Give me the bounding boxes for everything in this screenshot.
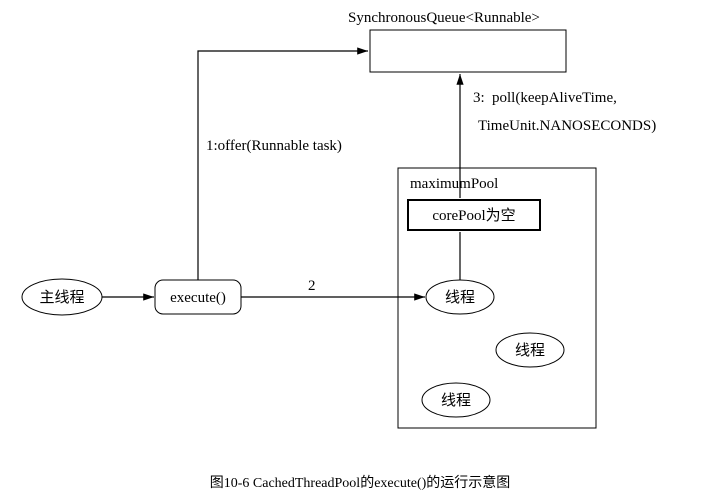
thread2-label: 线程	[515, 342, 545, 359]
edge-label: poll(keepAliveTime,	[492, 90, 617, 106]
edge-label: 3:	[473, 90, 485, 106]
edge-label: 2	[308, 278, 316, 294]
main_thread-label: 主线程	[39, 289, 84, 306]
thread3-label: 线程	[441, 392, 471, 409]
pool_label: maximumPool	[410, 176, 498, 192]
edge-execute-queue	[198, 51, 368, 280]
queue_title: SynchronousQueue<Runnable>	[348, 10, 540, 26]
diagram-canvas: SynchronousQueue<Runnable> 主线程 execute() ma…	[0, 0, 720, 504]
thread1-label: 线程	[445, 289, 475, 306]
corepool-label: corePool为空	[432, 207, 515, 224]
queue	[370, 30, 566, 72]
figure-caption: 图10-6 CachedThreadPool的execute()的运行示意图	[0, 472, 720, 492]
edge-label: TimeUnit.NANOSECONDS)	[478, 118, 656, 134]
edge-label: 1:offer(Runnable task)	[206, 138, 342, 154]
execute-label: execute()	[170, 290, 226, 306]
